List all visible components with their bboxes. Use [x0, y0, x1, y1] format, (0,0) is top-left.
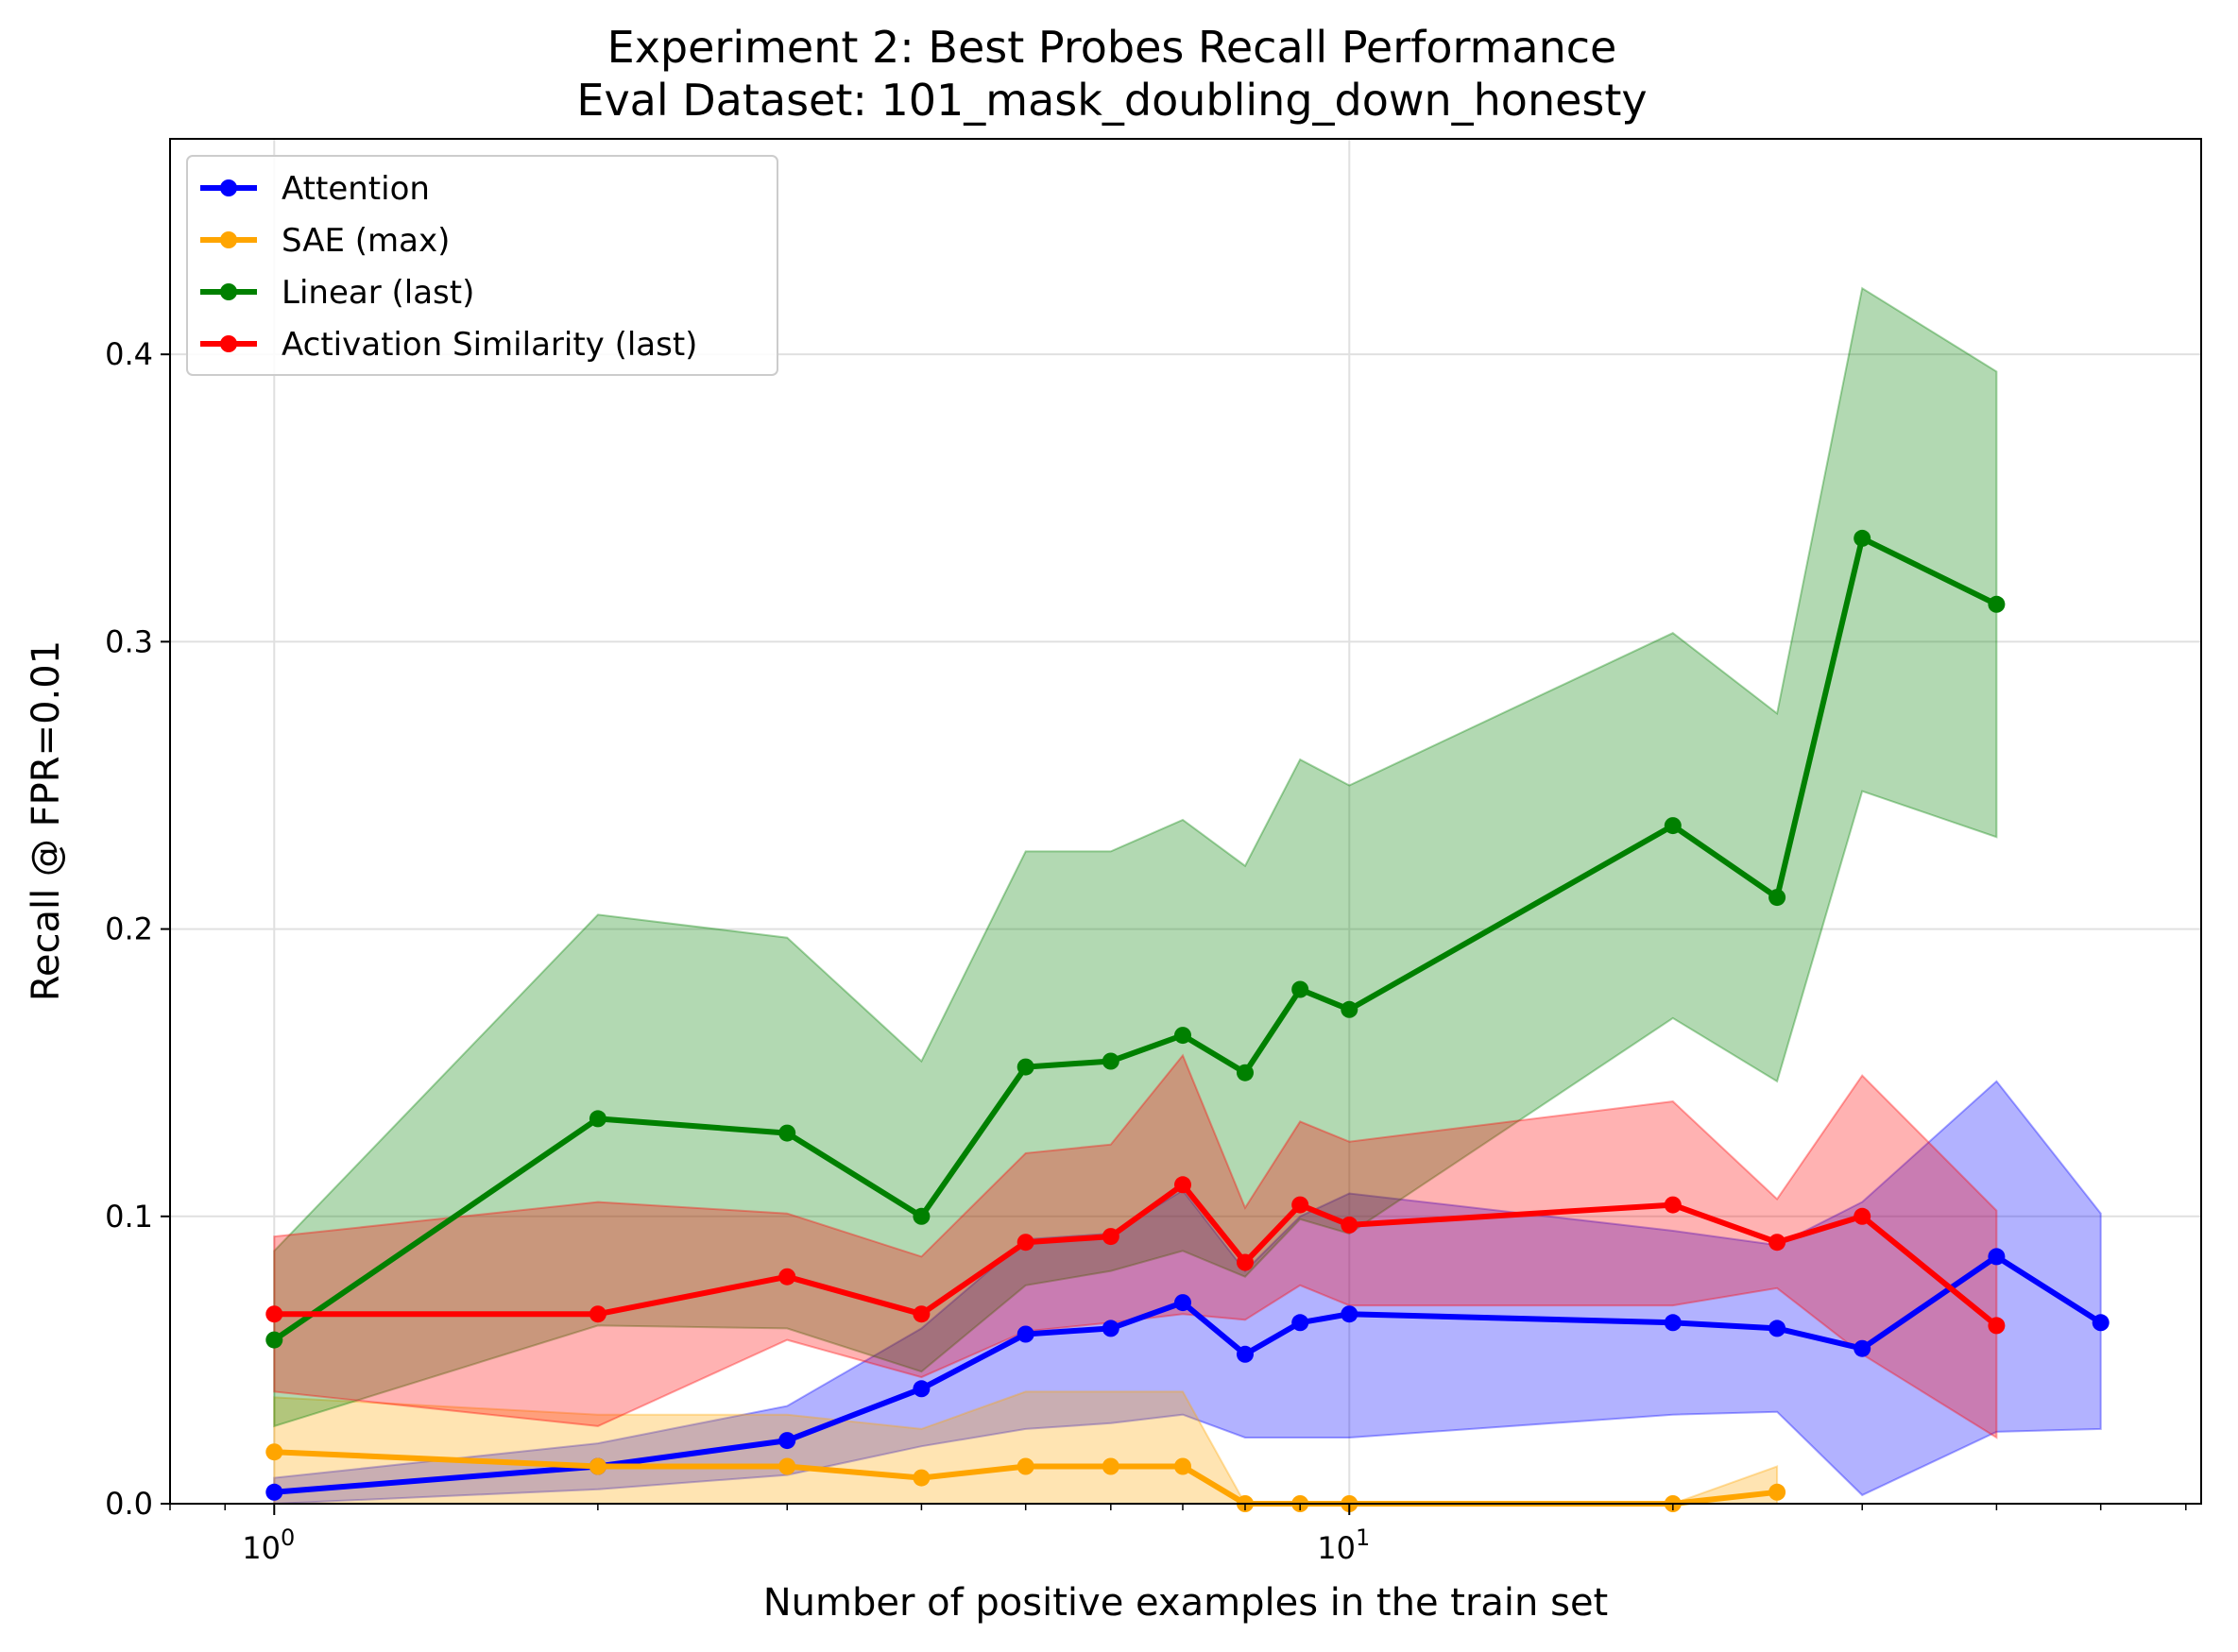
- data-point: [1988, 1317, 2006, 1335]
- data-point: [1102, 1320, 1119, 1337]
- data-point: [1341, 1216, 1358, 1234]
- data-point: [1102, 1052, 1119, 1070]
- data-point: [778, 1124, 796, 1142]
- data-point: [913, 1469, 931, 1487]
- confidence-band: [273, 1053, 1998, 1439]
- data-point: [589, 1110, 606, 1128]
- data-point: [1664, 817, 1682, 835]
- data-point: [265, 1443, 283, 1461]
- data-point: [589, 1457, 606, 1475]
- legend-label: Linear (last): [282, 274, 474, 312]
- chart-subtitle: Eval Dataset: 101_mask_doubling_down_hon…: [576, 75, 1647, 126]
- data-point: [1237, 1253, 1254, 1271]
- legend-marker: [220, 231, 237, 248]
- data-point: [1768, 1483, 1786, 1501]
- data-point: [1664, 1196, 1682, 1214]
- data-point: [2092, 1314, 2110, 1332]
- plot-frame: [169, 138, 2202, 1505]
- series-line: [274, 1182, 1999, 1328]
- legend-marker: [220, 335, 237, 352]
- data-point: [265, 1331, 283, 1349]
- data-point: [1291, 1314, 1309, 1332]
- y-tick-label: 0.2: [105, 911, 153, 947]
- series-lines: [265, 529, 2110, 1512]
- data-point: [913, 1207, 931, 1225]
- data-point: [1237, 1064, 1254, 1081]
- data-point: [265, 1305, 283, 1323]
- legend-box: [186, 155, 778, 376]
- data-point: [1102, 1457, 1119, 1475]
- data-point: [1664, 1314, 1682, 1332]
- y-tick-label: 0.4: [105, 336, 153, 372]
- data-point: [1854, 529, 1871, 547]
- data-point: [778, 1268, 796, 1286]
- data-point: [913, 1305, 931, 1323]
- data-point: [1854, 1339, 1871, 1357]
- data-point: [913, 1380, 931, 1398]
- series-line: [272, 535, 1998, 1343]
- data-point: [1988, 1248, 2006, 1266]
- data-point: [1341, 1000, 1358, 1018]
- data-point: [1174, 1294, 1191, 1312]
- data-point: [1016, 1058, 1034, 1076]
- legend-label: Attention: [282, 170, 430, 208]
- data-point: [778, 1432, 796, 1450]
- data-point: [1237, 1345, 1254, 1363]
- legend-label: Activation Similarity (last): [282, 326, 697, 364]
- data-point: [1174, 1176, 1191, 1194]
- data-point: [1016, 1325, 1034, 1343]
- confidence-band: [273, 286, 1998, 1428]
- data-point: [1768, 889, 1786, 907]
- data-point: [1174, 1027, 1191, 1045]
- y-tick-label: 0.0: [105, 1486, 153, 1522]
- data-point: [1341, 1305, 1358, 1323]
- data-point: [589, 1305, 606, 1323]
- legend-label: SAE (max): [282, 222, 450, 260]
- data-point: [265, 1483, 283, 1501]
- legend-marker: [220, 283, 237, 300]
- data-point: [1768, 1234, 1786, 1252]
- data-point: [1768, 1320, 1786, 1337]
- data-point: [1174, 1457, 1191, 1475]
- data-point: [778, 1457, 796, 1475]
- data-point: [1291, 1196, 1309, 1214]
- chart-title: Experiment 2: Best Probes Recall Perform…: [607, 22, 1617, 73]
- confidence-bands: [273, 286, 2102, 1506]
- y-tick-label: 0.3: [105, 623, 153, 659]
- y-axis-label: Recall @ FPR=0.01: [25, 640, 68, 1001]
- legend-marker: [220, 179, 237, 196]
- legend: Attention SAE (max) Linear (last) Activatio…: [186, 155, 778, 376]
- y-tick-label: 0.1: [105, 1199, 153, 1235]
- data-point: [1291, 980, 1309, 998]
- data-point: [1016, 1234, 1034, 1252]
- data-point: [1854, 1207, 1871, 1225]
- data-point: [1988, 595, 2006, 613]
- x-axis-label: Number of positive examples in the train…: [763, 1581, 1609, 1625]
- data-point: [1102, 1228, 1119, 1246]
- data-point: [1016, 1457, 1034, 1475]
